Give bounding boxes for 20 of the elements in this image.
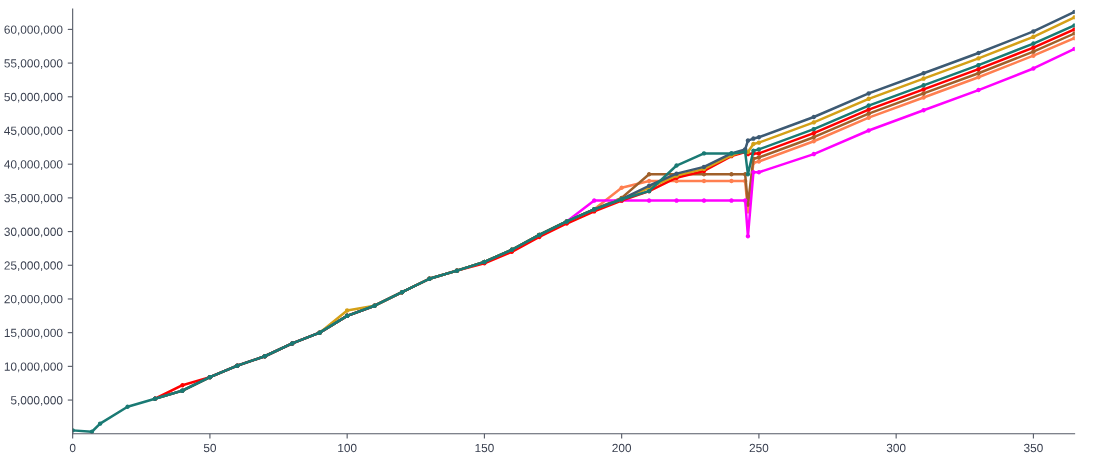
x-tick-label: 300 xyxy=(886,443,906,453)
x-tick-label: 50 xyxy=(203,443,217,453)
y-tick-label: 20,000,000 xyxy=(4,295,63,305)
y-tick-label: 25,000,000 xyxy=(4,261,63,272)
y-tick-label: 50,000,000 xyxy=(4,92,63,103)
x-tick-label: 250 xyxy=(749,443,769,453)
x-tick-label: 0 xyxy=(69,443,76,453)
x-tick-label: 350 xyxy=(1024,443,1043,453)
y-tick-label: 60,000,000 xyxy=(4,25,63,36)
y-tick-label: 45,000,000 xyxy=(4,126,63,137)
y-tick-label: 40,000,000 xyxy=(4,160,63,170)
y-tick-label: 35,000,000 xyxy=(4,193,63,204)
y-tick-label: 55,000,000 xyxy=(4,59,63,69)
x-tick-label: 100 xyxy=(338,443,357,453)
y-tick-label: 5,000,000 xyxy=(10,396,63,406)
x-tick-label: 150 xyxy=(475,443,494,453)
x-tick-label: 200 xyxy=(612,443,632,453)
y-tick-label: 30,000,000 xyxy=(4,227,63,238)
y-tick-label: 10,000,000 xyxy=(4,362,63,373)
y-tick-label: 15,000,000 xyxy=(4,328,63,339)
